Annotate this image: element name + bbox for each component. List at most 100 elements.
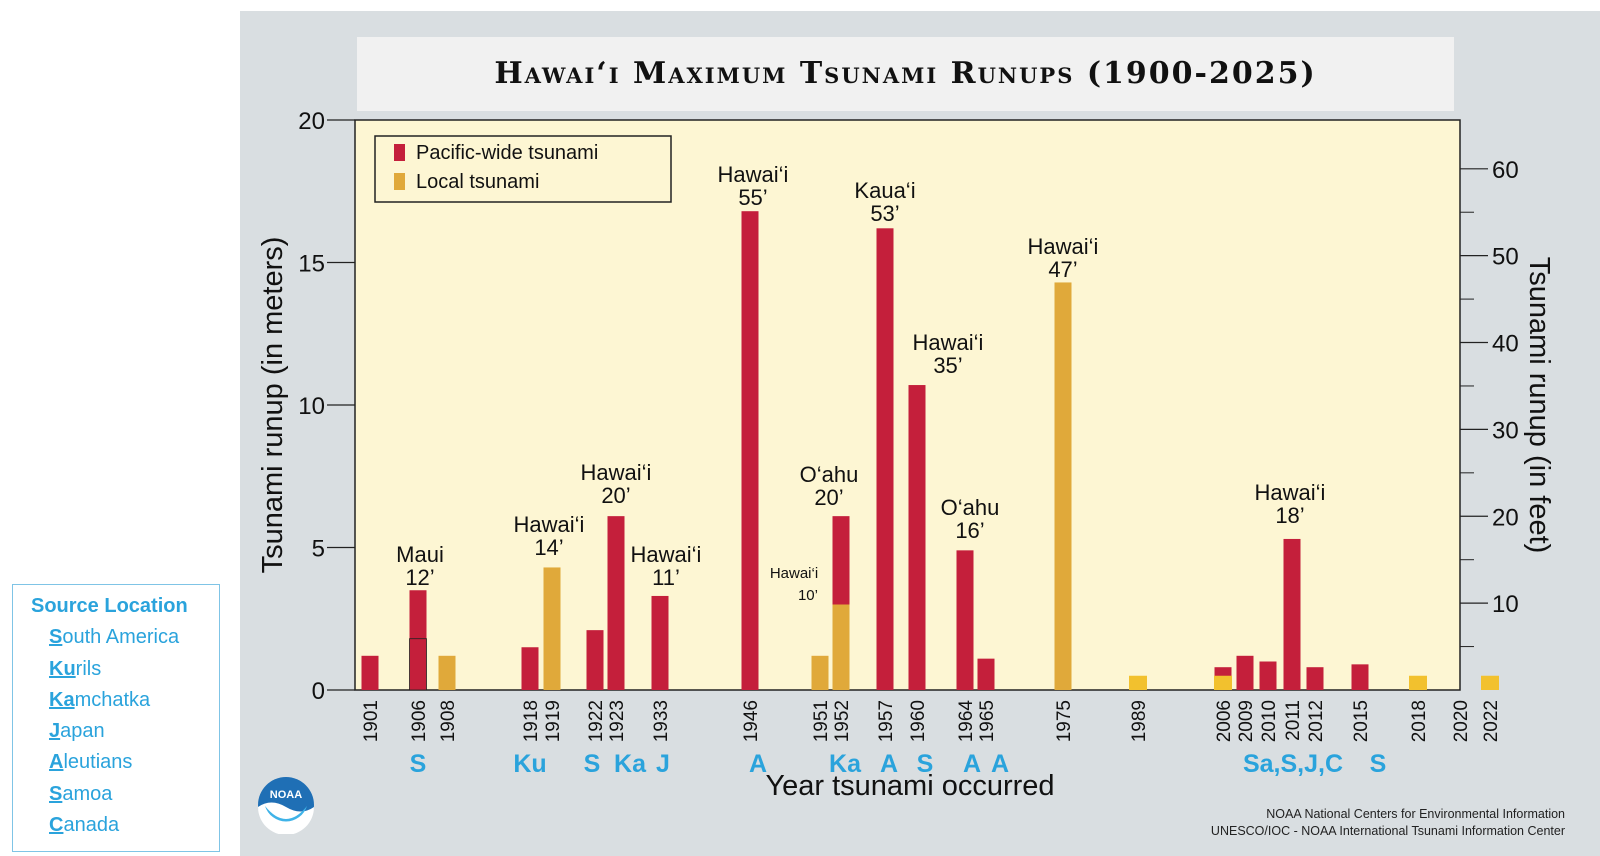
credit-line: UNESCO/IOC - NOAA International Tsunami … [1210, 824, 1565, 838]
source-location-legend: Source Location South America Kurils Kam… [12, 584, 220, 852]
bar [908, 385, 926, 690]
bar [651, 595, 669, 690]
source-item: Canada [49, 814, 120, 836]
bar-value-label: 47’ [1048, 257, 1077, 282]
source-item: Kamchatka [49, 689, 151, 711]
source-code-label: A [880, 750, 898, 778]
credits: NOAA National Centers for Environmental … [1211, 806, 1565, 840]
y-right-tick-label: 30 [1492, 417, 1519, 444]
x-tick-label: 1908 [438, 700, 459, 742]
source-code-label: Sa,S,J,C [1243, 750, 1343, 778]
bar [409, 638, 427, 691]
x-tick-label: 2018 [1409, 700, 1430, 742]
x-tick-label: 2006 [1214, 700, 1235, 742]
source-code-label: Ka [614, 750, 647, 778]
bar-value-label: 18’ [1275, 503, 1304, 528]
bar [741, 211, 759, 690]
x-tick-label: 1946 [741, 700, 762, 742]
bar [1236, 655, 1254, 690]
source-item: Aleutians [49, 751, 133, 773]
source-code-label: S [410, 750, 427, 778]
x-tick-label: 2010 [1259, 700, 1280, 742]
x-tick-label: 1965 [977, 700, 998, 742]
x-tick-label: 1922 [586, 700, 607, 742]
chart-title-box: Hawai‘i Maximum Tsunami Runups (1900-202… [357, 37, 1454, 111]
bar-label: Hawai‘i [913, 330, 984, 355]
bar-value-label: 53’ [870, 201, 899, 226]
bar [1409, 675, 1427, 690]
bar [409, 590, 427, 690]
legend-swatch [394, 173, 405, 190]
bar [876, 228, 894, 691]
bar [1259, 661, 1277, 690]
bar [811, 655, 829, 690]
x-axis-label: Year tsunami occurred [765, 770, 1054, 802]
chart-title: Hawai‘i Maximum Tsunami Runups (1900-202… [494, 56, 1317, 91]
y-tick-label: 20 [298, 108, 325, 135]
x-tick-label: 1989 [1129, 700, 1150, 742]
source-code-label: S [1370, 750, 1387, 778]
bar-value-label: 11’ [652, 565, 680, 590]
bar-label: Hawai‘i [514, 512, 585, 537]
y-right-axis-label: Tsunami runup (in feet) [1523, 257, 1555, 554]
source-item: Samoa [49, 783, 113, 805]
bar [521, 647, 539, 690]
noaa-logo-text: NOAA [270, 789, 302, 801]
source-code-label: S [584, 750, 601, 778]
y-tick-label: 0 [312, 678, 325, 705]
bar-label: Hawai‘i [770, 565, 818, 582]
x-tick-label: 2012 [1306, 700, 1327, 742]
noaa-logo: NOAA [258, 777, 314, 834]
y-tick-label: 5 [312, 536, 325, 563]
x-tick-label: 1952 [832, 700, 853, 742]
bar [1351, 664, 1369, 690]
source-legend-title: Source Location [31, 595, 188, 617]
bar-value-label: 10’ [798, 587, 818, 604]
legend-label: Pacific-wide tsunami [416, 142, 598, 164]
bar [1129, 675, 1147, 690]
x-tick-label: 1975 [1054, 700, 1075, 742]
x-tick-label: 1901 [361, 700, 382, 742]
source-item: Japan [49, 720, 105, 742]
bar [361, 655, 379, 690]
bar-label: O‘ahu [941, 495, 1000, 520]
x-tick-label: 1918 [521, 700, 542, 742]
bar-label: Maui [396, 542, 444, 567]
x-tick-label: 1906 [409, 700, 430, 742]
source-item: South America [49, 626, 180, 648]
bar-value-label: 55’ [738, 185, 767, 210]
y-tick-label: 10 [298, 393, 325, 420]
y-axis-label: Tsunami runup (in meters) [257, 237, 289, 574]
bar-value-label: 20’ [601, 483, 630, 508]
x-tick-label: 2009 [1236, 700, 1257, 742]
source-code-label: A [963, 750, 981, 778]
bar-label: Hawai‘i [718, 162, 789, 187]
bar [543, 567, 561, 690]
bar-label: Hawai‘i [1028, 234, 1099, 259]
chart-legend [374, 135, 672, 203]
bar [1214, 675, 1232, 690]
source-code-label: A [749, 750, 767, 778]
bar [1054, 282, 1072, 690]
bar-value-label: 14’ [534, 535, 563, 560]
bar [438, 655, 456, 690]
credit-line: NOAA National Centers for Environmental … [1266, 807, 1565, 821]
x-tick-label: 1919 [543, 700, 564, 742]
x-tick-label: 2022 [1481, 700, 1502, 742]
bar [1283, 538, 1301, 690]
y-right-tick-label: 20 [1492, 504, 1519, 531]
bar [1306, 667, 1324, 690]
source-code-label: J [656, 750, 670, 778]
source-code-label: A [991, 750, 1009, 778]
bar [1481, 675, 1499, 690]
bar [956, 550, 974, 690]
x-tick-label: 2015 [1351, 700, 1372, 742]
bar-value-label: 12’ [405, 565, 434, 590]
x-tick-label: 1964 [956, 700, 977, 743]
source-code-label: Ku [513, 750, 546, 778]
bar [607, 516, 625, 690]
x-tick-label: 1957 [876, 700, 897, 742]
y-tick-label: 15 [298, 251, 325, 278]
legend-label: Local tsunami [416, 171, 539, 193]
